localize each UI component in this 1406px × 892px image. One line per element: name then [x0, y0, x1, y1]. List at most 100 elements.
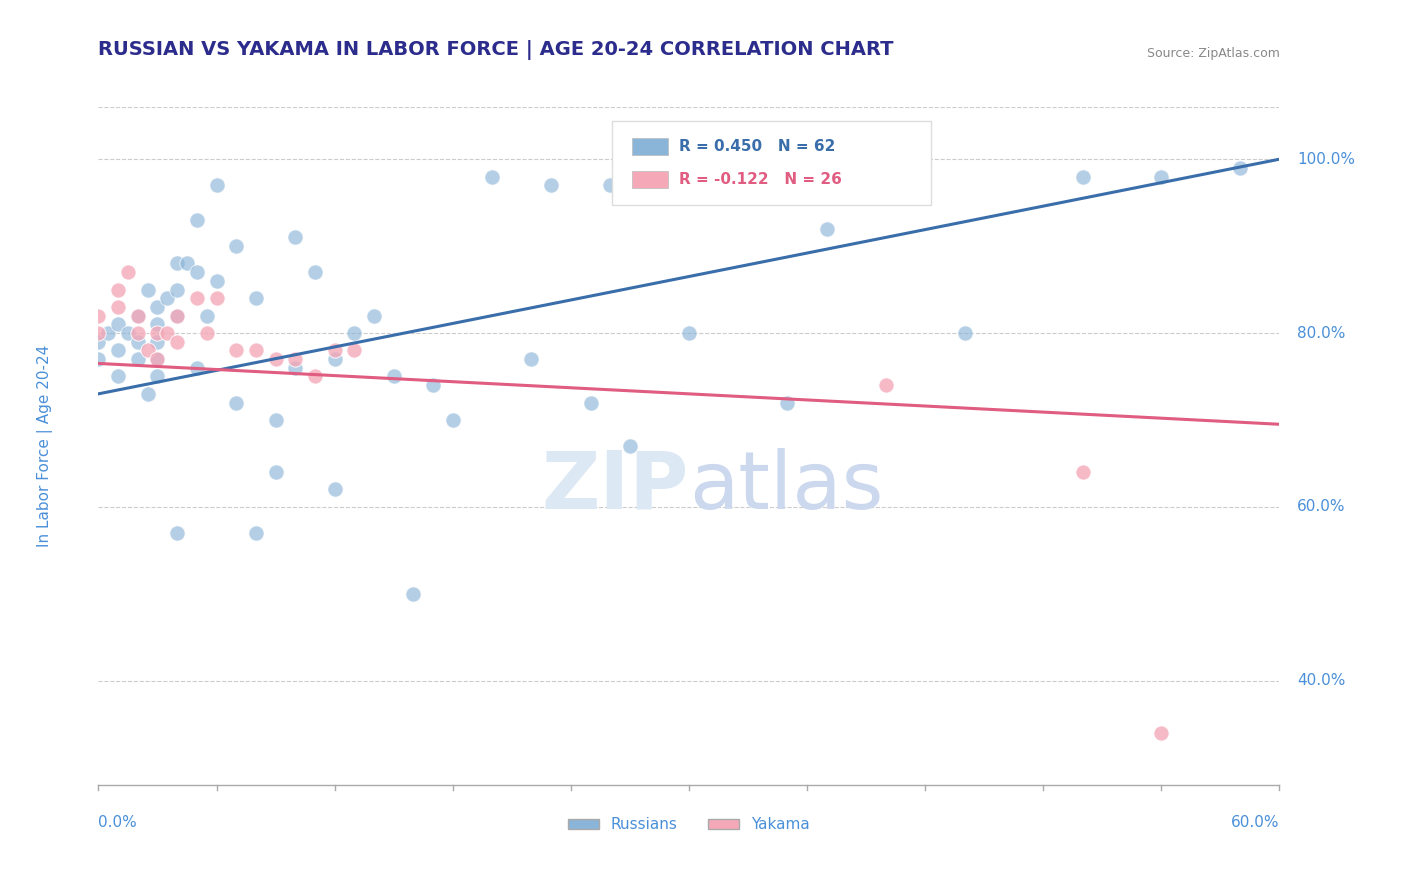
Point — [441, 413, 464, 427]
Point — [107, 318, 129, 332]
Point — [87, 309, 110, 323]
Point — [166, 334, 188, 349]
Point — [323, 483, 346, 497]
Point — [1150, 169, 1173, 184]
Point — [146, 334, 169, 349]
Point — [1071, 465, 1094, 479]
Text: ZIP: ZIP — [541, 448, 689, 525]
Point — [186, 265, 208, 279]
Point — [136, 387, 159, 401]
Point — [953, 326, 976, 340]
Point — [225, 395, 247, 409]
Text: 0.0%: 0.0% — [98, 815, 138, 830]
Point — [176, 256, 198, 270]
Point — [195, 309, 218, 323]
Point — [166, 309, 188, 323]
Point — [678, 326, 700, 340]
Point — [127, 309, 149, 323]
Point — [87, 334, 110, 349]
Point — [875, 161, 897, 175]
Point — [599, 178, 621, 193]
Point — [284, 230, 307, 244]
Point — [107, 369, 129, 384]
Text: 60.0%: 60.0% — [1232, 815, 1279, 830]
Point — [87, 326, 110, 340]
Point — [146, 300, 169, 314]
Point — [264, 413, 287, 427]
Point — [875, 378, 897, 392]
Text: 100.0%: 100.0% — [1298, 152, 1355, 167]
Point — [186, 213, 208, 227]
Point — [245, 343, 267, 358]
Text: R = 0.450   N = 62: R = 0.450 N = 62 — [679, 139, 835, 153]
Point — [1071, 169, 1094, 184]
Point — [205, 274, 228, 288]
Point — [127, 309, 149, 323]
Point — [166, 283, 188, 297]
Point — [323, 352, 346, 367]
Point — [304, 265, 326, 279]
Point — [245, 291, 267, 305]
Point — [156, 326, 179, 340]
Legend: Russians, Yakama: Russians, Yakama — [562, 811, 815, 838]
Point — [146, 369, 169, 384]
Bar — [633, 137, 668, 155]
Point — [225, 239, 247, 253]
Point — [166, 525, 188, 540]
Point — [107, 343, 129, 358]
Point — [776, 395, 799, 409]
Point — [127, 326, 149, 340]
Text: R = -0.122   N = 26: R = -0.122 N = 26 — [679, 172, 842, 187]
Text: RUSSIAN VS YAKAMA IN LABOR FORCE | AGE 20-24 CORRELATION CHART: RUSSIAN VS YAKAMA IN LABOR FORCE | AGE 2… — [98, 39, 894, 60]
Text: 60.0%: 60.0% — [1298, 500, 1346, 515]
Point — [284, 352, 307, 367]
Point — [146, 352, 169, 367]
FancyBboxPatch shape — [612, 120, 931, 205]
Point — [363, 309, 385, 323]
Point — [1229, 161, 1251, 175]
Point — [520, 352, 543, 367]
Text: 80.0%: 80.0% — [1298, 326, 1346, 341]
Point — [87, 352, 110, 367]
Point — [382, 369, 405, 384]
Point — [136, 283, 159, 297]
Point — [146, 326, 169, 340]
Text: atlas: atlas — [689, 448, 883, 525]
Text: 40.0%: 40.0% — [1298, 673, 1346, 688]
Point — [166, 309, 188, 323]
Point — [579, 395, 602, 409]
Point — [146, 318, 169, 332]
Text: Source: ZipAtlas.com: Source: ZipAtlas.com — [1146, 46, 1279, 60]
Point — [284, 360, 307, 375]
Point — [1150, 726, 1173, 740]
Point — [540, 178, 562, 193]
Point — [156, 291, 179, 305]
Point — [127, 352, 149, 367]
Point — [225, 343, 247, 358]
Point — [117, 265, 139, 279]
Point — [205, 178, 228, 193]
Point — [117, 326, 139, 340]
Point — [264, 465, 287, 479]
Point — [422, 378, 444, 392]
Point — [264, 352, 287, 367]
Point — [638, 186, 661, 201]
Point — [717, 178, 740, 193]
Point — [304, 369, 326, 384]
Point — [619, 439, 641, 453]
Point — [323, 343, 346, 358]
Bar — [633, 170, 668, 188]
Point — [97, 326, 120, 340]
Text: In Labor Force | Age 20-24: In Labor Force | Age 20-24 — [38, 345, 53, 547]
Point — [136, 343, 159, 358]
Point — [127, 334, 149, 349]
Point — [195, 326, 218, 340]
Point — [343, 343, 366, 358]
Point — [815, 221, 838, 235]
Point — [107, 300, 129, 314]
Point — [166, 256, 188, 270]
Point — [186, 291, 208, 305]
Point — [402, 587, 425, 601]
Point — [146, 352, 169, 367]
Point — [205, 291, 228, 305]
